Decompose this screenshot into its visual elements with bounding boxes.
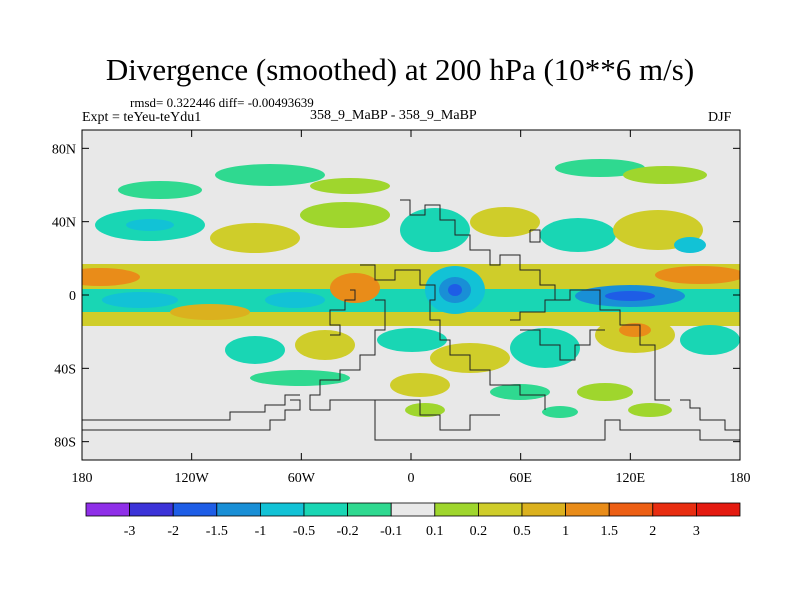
- colorbar-label: -1.5: [206, 524, 228, 539]
- x-tick-label: 120E: [616, 471, 646, 486]
- colorbar-label: 2: [649, 524, 656, 539]
- y-tick-label: 40N: [52, 216, 76, 231]
- colorbar-label: 1.5: [600, 524, 618, 539]
- x-tick-label: 0: [408, 471, 415, 486]
- field-patch: [619, 323, 651, 337]
- field-band: [82, 312, 740, 326]
- coastline: [400, 199, 670, 401]
- colorbar-swatch: [303, 502, 348, 517]
- coastline: [360, 264, 546, 410]
- colorbar-swatch: [129, 502, 174, 517]
- continent-outlines: [82, 199, 740, 441]
- coastline: [309, 299, 386, 410]
- y-tick-label: 40S: [54, 362, 76, 377]
- field-patch: [555, 159, 645, 177]
- field-patch: [390, 373, 450, 397]
- field-patch: [542, 406, 578, 418]
- colorbar-swatch: [259, 502, 305, 517]
- field-patch: [126, 219, 174, 231]
- field-patch: [400, 208, 470, 252]
- coastline: [520, 329, 605, 361]
- colorbar-swatch: [434, 502, 479, 517]
- field-patch: [377, 328, 447, 352]
- field-patch: [250, 370, 350, 386]
- colorbar-swatch: [85, 502, 130, 517]
- field-patch: [82, 268, 140, 286]
- coastline: [374, 400, 740, 441]
- colorbar-swatch: [696, 502, 741, 517]
- colorbar: -3 -2 -1.5 -1 -0.5 -0.2 -0.1 0.1 0.2 0.5 1 1.5 2 3: [85, 502, 741, 539]
- field-patch: [300, 202, 390, 228]
- x-axis: 180 120W 60W 0 60E 120E 180: [72, 130, 751, 486]
- colorbar-label: 0.5: [513, 524, 531, 539]
- field-patch: [405, 403, 445, 417]
- y-tick-label: 80S: [54, 436, 76, 451]
- coastline: [310, 399, 500, 431]
- colorbar-label: -0.5: [293, 524, 315, 539]
- colorbar-swatch: [347, 502, 392, 517]
- colorbar-label: 0.1: [426, 524, 444, 539]
- colorbar-swatch: [521, 502, 566, 517]
- field-patch: [102, 292, 178, 308]
- field-patch: [628, 403, 672, 417]
- colorbar-swatch: [652, 502, 697, 517]
- field-patch: [674, 237, 706, 253]
- colorbar-label: -1: [255, 524, 267, 539]
- field-patch: [225, 336, 285, 364]
- field-patch: [680, 325, 740, 355]
- coastline: [82, 399, 301, 431]
- field-patch: [210, 223, 300, 253]
- coastline: [529, 229, 541, 243]
- x-tick-label: 60E: [509, 471, 532, 486]
- chart-title: Divergence (smoothed) at 200 hPa (10**6 …: [105, 52, 695, 87]
- field-patch: [118, 181, 202, 199]
- field-patch: [470, 207, 540, 237]
- field-patch: [448, 284, 462, 296]
- colorbar-label: -3: [124, 524, 136, 539]
- colorbar-swatch: [608, 502, 654, 517]
- field-patch: [623, 166, 707, 184]
- coastline: [510, 299, 560, 321]
- coastline: [329, 289, 356, 336]
- x-tick-label: 120W: [175, 471, 210, 486]
- field-patch: [310, 178, 390, 194]
- field-patch: [330, 273, 380, 303]
- coastline: [680, 399, 740, 431]
- field-patch: [655, 266, 740, 284]
- colorbar-swatch: [216, 502, 261, 517]
- experiment-label: Expt = teYeu-teYdu1: [82, 110, 202, 125]
- field-patch: [295, 330, 355, 360]
- season-label: DJF: [708, 110, 732, 125]
- y-tick-label: 80N: [52, 142, 76, 157]
- field-patch: [170, 304, 250, 320]
- colorbar-swatch: [477, 502, 523, 517]
- field-patch: [510, 328, 580, 368]
- field-patch: [605, 291, 655, 301]
- colorbar-swatch: [565, 502, 610, 517]
- field-patch: [540, 218, 616, 252]
- field-patch: [215, 164, 325, 186]
- field-patch: [577, 383, 633, 401]
- experiment-pair-label: 358_9_MaBP - 358_9_MaBP: [310, 108, 477, 123]
- colorbar-label: -0.2: [337, 524, 359, 539]
- colorbar-swatch: [390, 502, 436, 517]
- colorbar-label: 0.2: [470, 524, 488, 539]
- x-tick-label: 60W: [288, 471, 316, 486]
- y-tick-label: 0: [69, 289, 76, 304]
- stats-annotation: rmsd= 0.322446 diff= -0.00493639: [130, 95, 314, 110]
- colorbar-label: -2: [167, 524, 179, 539]
- y-axis: 80N 40N 0 40S 80S: [52, 142, 740, 451]
- colorbar-label: 3: [693, 524, 700, 539]
- x-tick-label: 180: [72, 471, 93, 486]
- colorbar-label: -0.1: [380, 524, 402, 539]
- field-patch: [265, 292, 325, 308]
- divergence-field: [82, 159, 740, 418]
- x-tick-label: 180: [730, 471, 751, 486]
- coastline: [82, 394, 300, 421]
- colorbar-label: 1: [562, 524, 569, 539]
- colorbar-swatch: [172, 502, 218, 517]
